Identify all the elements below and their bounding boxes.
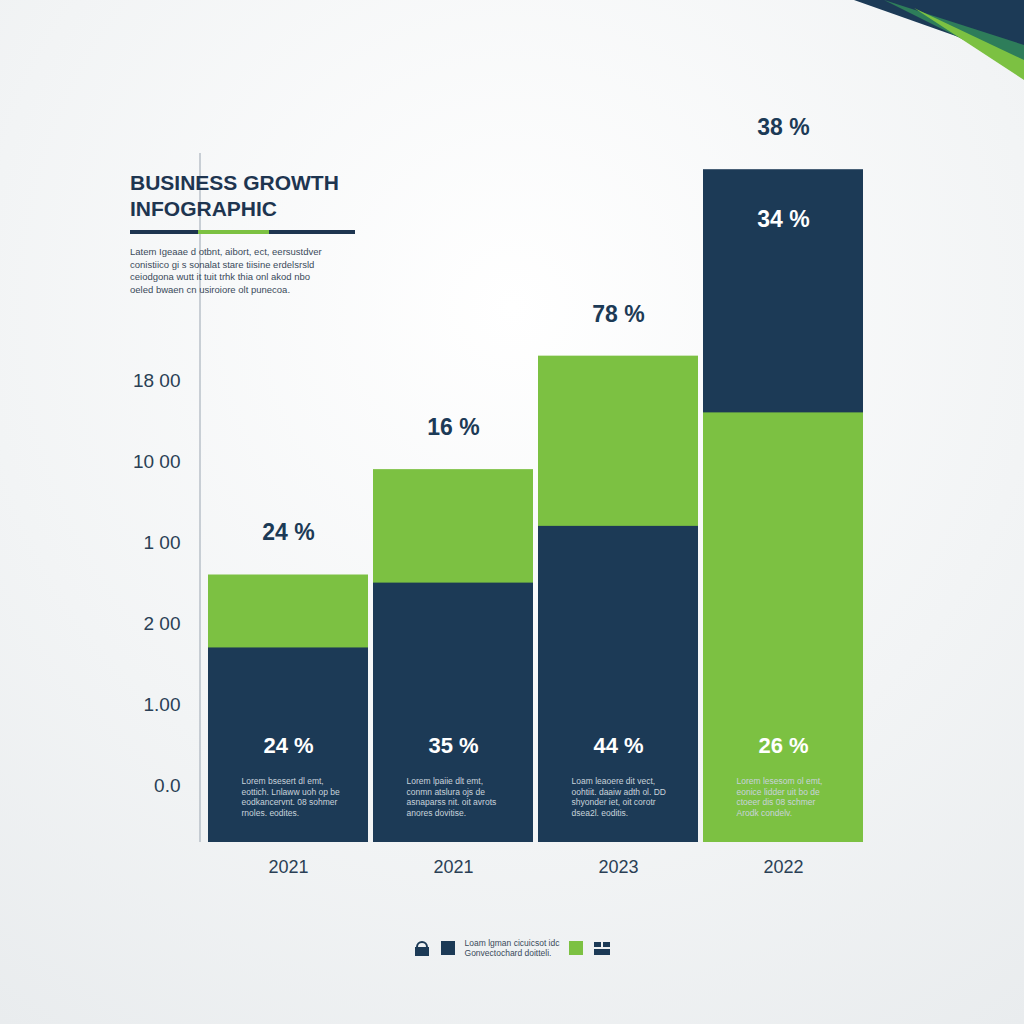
svg-text:2021: 2021 [268,857,308,877]
svg-text:Lorem lpaiie dlt emt,conmn ats: Lorem lpaiie dlt emt,conmn atslura ojs d… [407,776,497,818]
svg-text:2023: 2023 [598,857,638,877]
html-text:ceiodgona wutt it tuit trhk th: ceiodgona wutt it tuit trhk thia onl ako… [130,271,311,282]
html-text:conistiico gi s sonalat stare: conistiico gi s sonalat stare tiisine er… [130,258,315,270]
svg-text:2021: 2021 [433,857,473,877]
svg-text:2022: 2022 [763,857,803,877]
html-text:oeled bwaen cn usiroiore olt p: oeled bwaen cn usiroiore olt punecoa. [130,283,290,295]
svg-text:1 00: 1 00 [144,532,181,553]
svg-text:Lorem lesesom ol emt,eonice li: Lorem lesesom ol emt,eonice lidder uit b… [737,776,823,818]
svg-text:1.00: 1.00 [144,694,181,715]
svg-text:2 00: 2 00 [144,613,181,634]
svg-text:24 %: 24 % [263,733,313,758]
svg-text:18 00: 18 00 [133,370,181,391]
svg-text:44 %: 44 % [593,733,643,758]
html-text:BUSINESS GROWTH INFOGRAPHIC: BUSINESS GROWTH INFOGRAPHIC [130,171,339,220]
svg-text:78 %: 78 % [592,301,644,327]
svg-text:34 %: 34 % [757,206,809,232]
svg-text:35 %: 35 % [428,733,478,758]
svg-text:10 00: 10 00 [133,451,181,472]
html-text:Latem Igeaae d otbnt, aibort,: Latem Igeaae d otbnt, aibort, ect, eersu… [130,246,322,257]
svg-text:0.0: 0.0 [154,775,180,796]
svg-text:Lorem bsesert dl emt,eottich.: Lorem bsesert dl emt,eottich. Lnlaww uoh… [242,776,341,818]
svg-text:16 %: 16 % [427,414,479,440]
html-text:Gonvectochard doitteli.: Gonvectochard doitteli. [464,948,552,958]
html-text:Loam lgman cicuicsot idc: Loam lgman cicuicsot idc [464,938,560,948]
svg-text:24 %: 24 % [262,519,314,545]
svg-text:38 %: 38 % [757,114,809,140]
svg-text:26 %: 26 % [758,733,808,758]
svg-text:Loam leaoere dit vect,oohtiit.: Loam leaoere dit vect,oohtiit. daaiw adt… [572,776,667,818]
